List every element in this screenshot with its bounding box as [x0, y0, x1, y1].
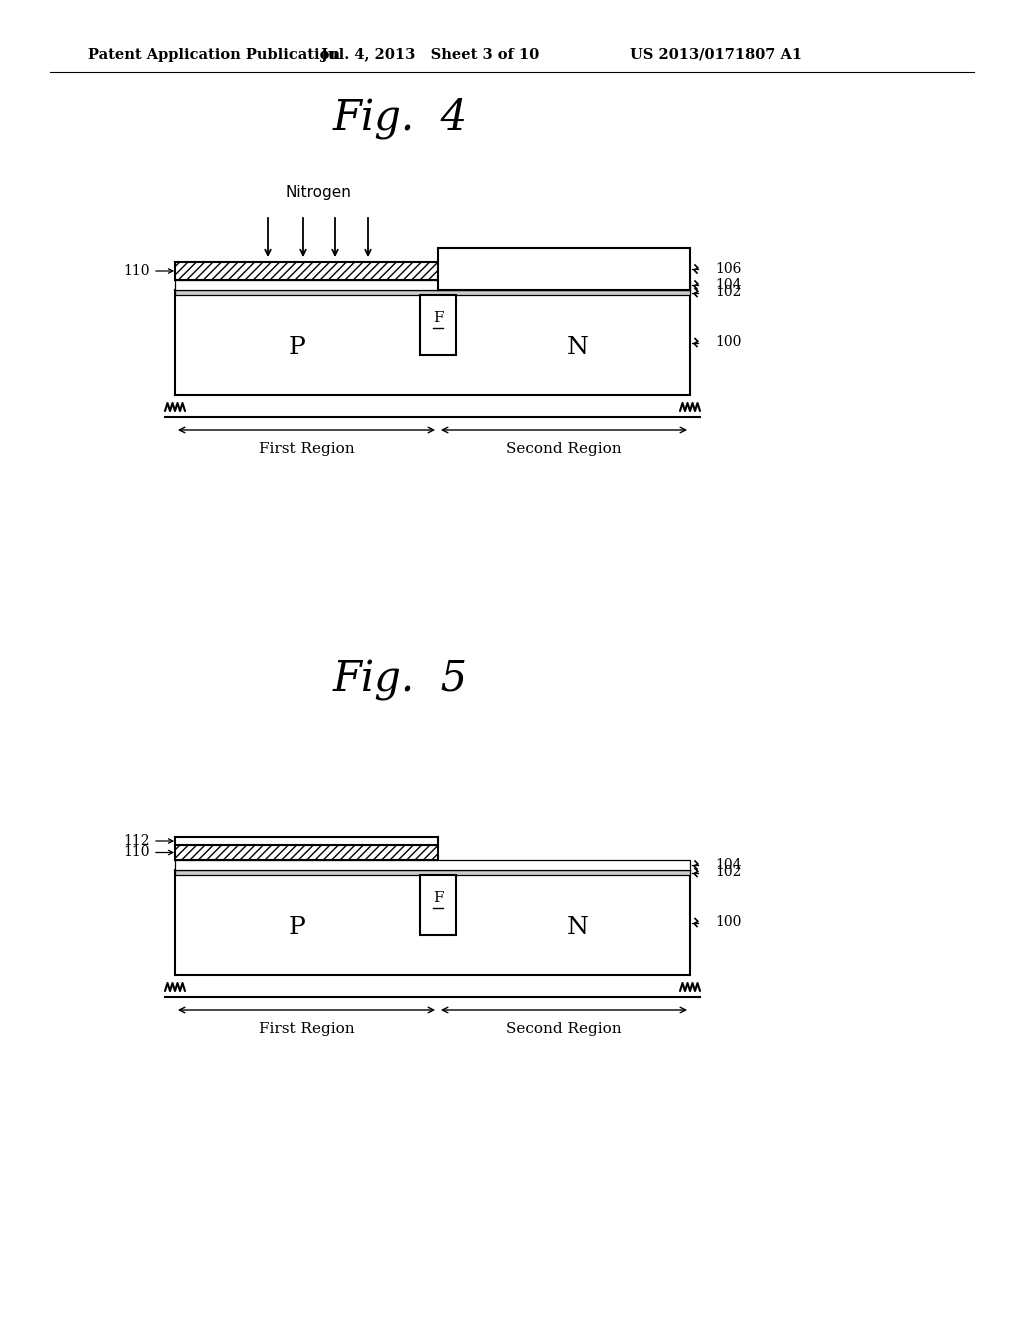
Text: 102: 102	[715, 285, 741, 300]
Text: F: F	[433, 891, 443, 904]
Bar	[420, 875, 456, 935]
Text: Nitrogen: Nitrogen	[286, 185, 351, 201]
Text: 106: 106	[715, 261, 741, 276]
Text: 100: 100	[715, 916, 741, 929]
Text: Patent Application Publication: Patent Application Publication	[88, 48, 340, 62]
Text: Fig.  4: Fig. 4	[333, 96, 468, 139]
Text: 112: 112	[124, 834, 150, 847]
Text: 104: 104	[715, 858, 741, 873]
Text: 102: 102	[715, 866, 741, 879]
Text: 110: 110	[124, 846, 150, 859]
Text: 100: 100	[715, 335, 741, 350]
Bar	[175, 280, 690, 290]
Bar	[175, 261, 438, 280]
Text: P: P	[289, 916, 306, 939]
Text: F: F	[433, 310, 443, 325]
Bar	[175, 290, 690, 294]
Text: N: N	[567, 916, 589, 939]
Bar	[175, 845, 438, 861]
Text: First Region: First Region	[259, 1022, 354, 1036]
Text: N: N	[567, 337, 589, 359]
Bar	[175, 861, 690, 870]
Text: 110: 110	[124, 264, 150, 279]
Text: Second Region: Second Region	[506, 1022, 622, 1036]
Text: 104: 104	[715, 279, 741, 292]
Bar	[438, 248, 690, 290]
Text: P: P	[289, 337, 306, 359]
Bar	[420, 294, 456, 355]
Text: US 2013/0171807 A1: US 2013/0171807 A1	[630, 48, 802, 62]
Text: Jul. 4, 2013   Sheet 3 of 10: Jul. 4, 2013 Sheet 3 of 10	[321, 48, 539, 62]
Bar	[175, 837, 438, 845]
Text: Second Region: Second Region	[506, 442, 622, 455]
Text: First Region: First Region	[259, 442, 354, 455]
Text: Fig.  5: Fig. 5	[333, 659, 468, 701]
Bar	[175, 870, 690, 875]
